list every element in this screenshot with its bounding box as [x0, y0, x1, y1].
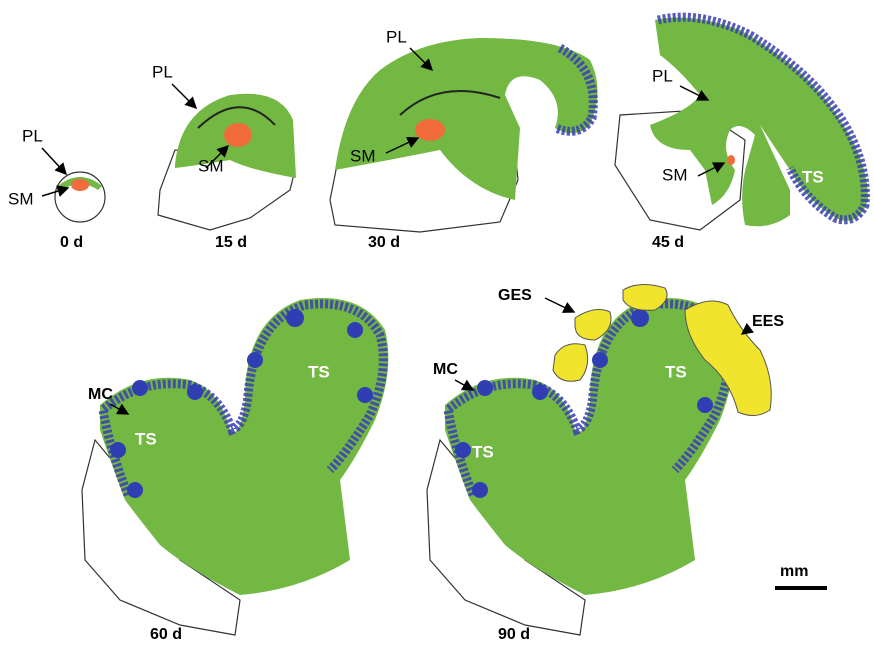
label: SM — [350, 146, 376, 165]
cluster — [697, 397, 713, 413]
cluster — [132, 380, 148, 396]
cluster — [110, 442, 126, 458]
label: TS — [665, 362, 687, 381]
label: SM — [198, 156, 224, 175]
panel-0d: PL SM 0 d — [8, 126, 105, 251]
label: TS — [802, 167, 824, 186]
cluster — [472, 482, 488, 498]
arrow — [545, 298, 574, 312]
time-label: 60 d — [150, 626, 182, 643]
label: MC — [88, 386, 113, 403]
panel-45d: PL SM TS 45 d — [615, 17, 868, 251]
label: TS — [135, 429, 157, 448]
cluster — [631, 309, 649, 327]
label: SM — [662, 165, 688, 184]
label: PL — [152, 62, 173, 81]
panel-60d: MC TS TS 60 d — [82, 298, 388, 643]
scale: mm — [775, 563, 827, 588]
arrow — [172, 84, 196, 108]
label: MC — [433, 361, 458, 378]
arrow — [42, 148, 66, 174]
cluster — [455, 442, 471, 458]
label: TS — [308, 362, 330, 381]
sm-region — [727, 155, 735, 165]
figure: PL SM 0 d PL SM 15 d PL SM 30 d PL — [0, 0, 874, 662]
label: SM — [8, 189, 34, 208]
cluster — [286, 309, 304, 327]
label: GES — [498, 287, 532, 304]
label: PL — [386, 27, 407, 46]
sm-region — [415, 119, 445, 141]
ges-body — [553, 344, 588, 382]
cluster — [357, 387, 373, 403]
label: PL — [22, 126, 43, 145]
label: PL — [652, 66, 673, 85]
sm-region — [224, 123, 252, 147]
ges-body — [623, 284, 667, 310]
cluster — [187, 384, 203, 400]
cluster — [247, 352, 263, 368]
cluster — [592, 352, 608, 368]
label: EES — [752, 313, 784, 330]
arrow — [455, 380, 473, 390]
panel-15d: PL SM 15 d — [152, 62, 296, 251]
panel-30d: PL SM 30 d — [330, 27, 598, 251]
cluster — [477, 380, 493, 396]
label: TS — [472, 442, 494, 461]
sm-region — [71, 179, 89, 191]
cluster — [347, 322, 363, 338]
time-label: 45 d — [652, 234, 684, 251]
cluster — [532, 384, 548, 400]
time-label: 0 d — [60, 234, 83, 251]
time-label: 15 d — [215, 234, 247, 251]
panel-90d: GES EES MC TS TS 90 d — [427, 284, 784, 643]
cluster — [127, 482, 143, 498]
time-label: 30 d — [368, 234, 400, 251]
scale-label: mm — [780, 563, 808, 580]
time-label: 90 d — [498, 626, 530, 643]
